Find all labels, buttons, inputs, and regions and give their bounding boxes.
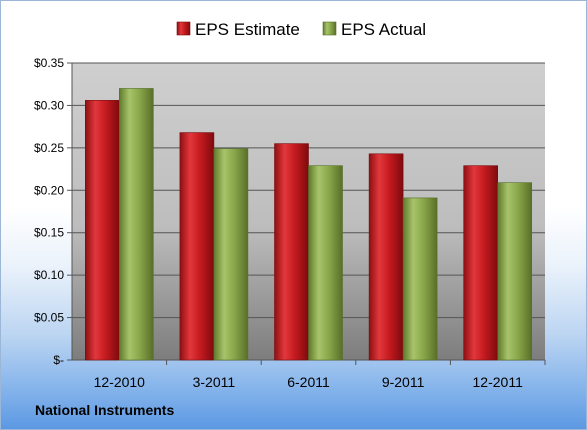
x-tick-label: 12-2011: [473, 374, 524, 390]
bar-eps-actual: [213, 148, 249, 361]
y-tick-label: $0.30: [34, 98, 64, 112]
y-tick-label: $-: [53, 353, 64, 367]
company-label: National Instruments: [35, 402, 175, 418]
y-tick-label: $0.35: [34, 56, 64, 70]
bar-eps-estimate: [463, 165, 499, 361]
legend-swatch-estimate: [176, 21, 191, 36]
bar-eps-estimate: [274, 143, 309, 361]
plot-area: $- $0.05 $0.10 $0.15 $0.20 $0.25 $0.30 $0.35 12-…: [34, 56, 546, 390]
bar-eps-actual: [119, 88, 154, 361]
legend-label-estimate: EPS Estimate: [195, 20, 300, 39]
bar-eps-estimate: [368, 153, 404, 361]
bar-eps-actual: [402, 197, 438, 361]
legend-label-actual: EPS Actual: [341, 20, 426, 39]
bar-eps-actual: [308, 165, 343, 361]
x-tick-label: 12-2010: [94, 374, 146, 390]
legend-swatch-actual: [322, 21, 337, 36]
x-tick-label: 6-2011: [287, 374, 330, 390]
y-tick-label: $0.05: [34, 311, 64, 325]
y-tick-label: $0.10: [34, 268, 64, 282]
bar-eps-estimate: [179, 132, 215, 361]
bar-eps-estimate: [85, 100, 120, 361]
legend: EPS Estimate EPS Actual: [176, 20, 426, 39]
y-tick-label: $0.20: [34, 183, 64, 197]
y-tick-label: $0.15: [34, 226, 64, 240]
y-tick-label: $0.25: [34, 141, 64, 155]
bar-eps-actual: [497, 182, 533, 361]
x-tick-label: 3-2011: [193, 374, 236, 390]
x-tick-label: 9-2011: [382, 374, 425, 390]
